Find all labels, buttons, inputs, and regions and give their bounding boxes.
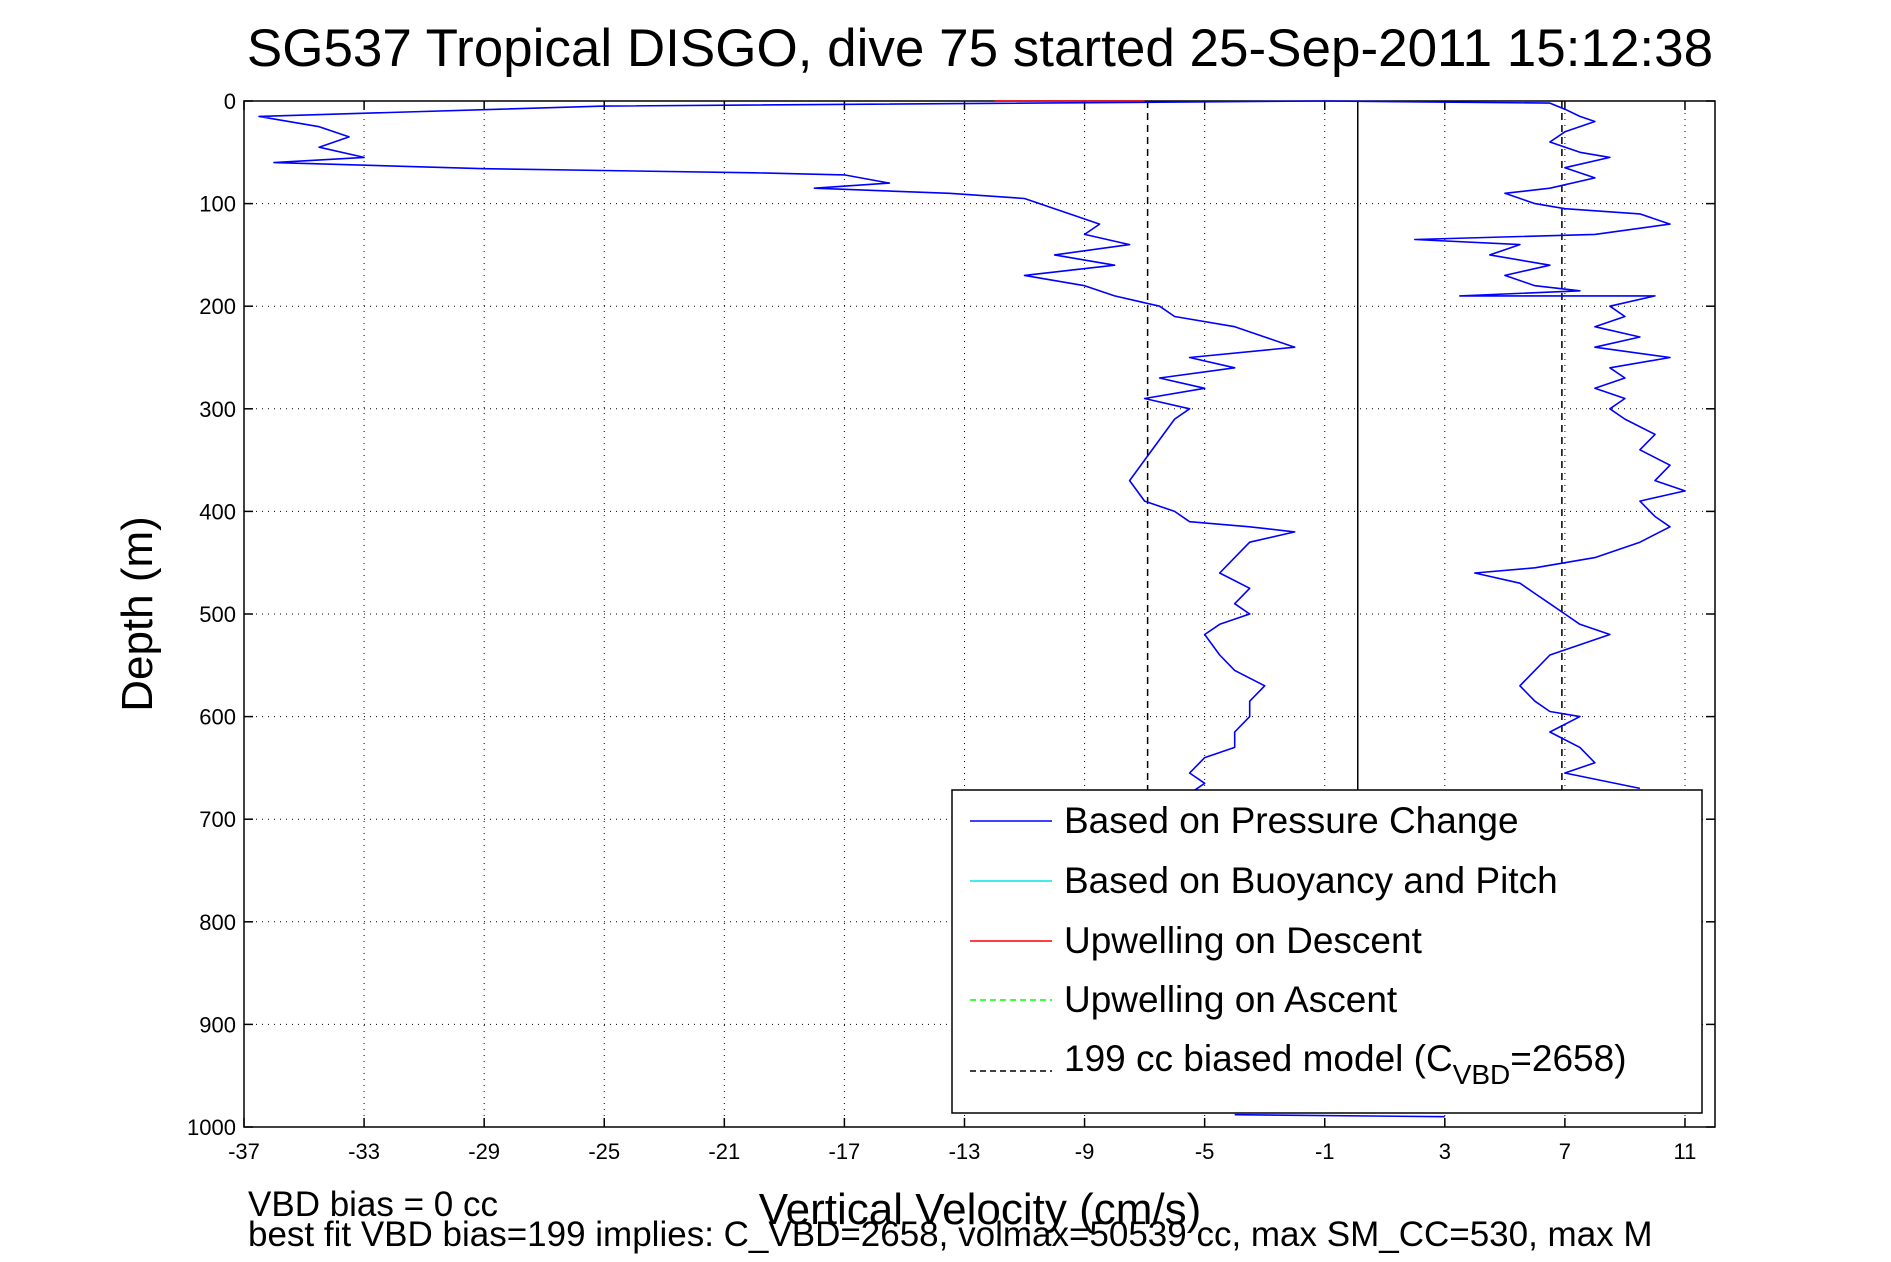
legend-label-biased-model: 199 cc biased model (CVBD=2658) [1064, 1038, 1627, 1090]
series-line-1 [1324, 100, 1686, 790]
y-tick-label: 800 [199, 910, 236, 935]
x-tick-label: -17 [829, 1139, 861, 1164]
note-vbd-bias: VBD bias = 0 cc [248, 1185, 498, 1224]
legend-label-biased-model-main: 199 cc biased model (C [1064, 1038, 1453, 1079]
x-tick-label: 11 [1674, 1139, 1697, 1164]
y-tick-label: 200 [199, 294, 236, 319]
y-tick-label: 300 [199, 397, 236, 422]
y-tick-labels: 0 100 200 300 400 500 600 700 800 900 1000 [187, 89, 236, 1140]
x-tick-label: -37 [228, 1139, 260, 1164]
x-tick-label: -21 [708, 1139, 740, 1164]
legend-box [951, 789, 1703, 1114]
reference-lines [1146, 101, 1563, 809]
y-tick-label: 700 [199, 807, 236, 832]
x-tick-label: -25 [588, 1139, 620, 1164]
y-tick-label: 0 [224, 89, 236, 114]
y-tick-label: 1000 [187, 1115, 236, 1140]
x-tick-label: -33 [348, 1139, 380, 1164]
y-tick-label: 900 [199, 1012, 236, 1037]
y-tick-label: 600 [199, 705, 236, 730]
legend-label-buoyancy: Based on Buoyancy and Pitch [1064, 860, 1558, 901]
note-best-fit: best fit VBD bias=199 implies: C_VBD=265… [248, 1215, 1653, 1254]
series-lines [258, 100, 1686, 1118]
x-tick-label: -9 [1075, 1139, 1095, 1164]
legend-label-biased-model-sub: VBD [1453, 1059, 1511, 1090]
x-axis-title: Vertical Velocity (cm/s) [759, 1185, 1202, 1234]
x-tick-label: -13 [949, 1139, 981, 1164]
legend: Based on Pressure Change Based on Buoyan… [951, 789, 1703, 1114]
series-line-0 [258, 100, 1325, 805]
legend-label-upwelling-ascent: Upwelling on Ascent [1064, 979, 1398, 1020]
series-line-3 [1234, 1113, 1445, 1118]
x-tick-label: -1 [1315, 1139, 1335, 1164]
y-tick-label: 400 [199, 499, 236, 524]
x-tick-label: 3 [1439, 1139, 1451, 1164]
x-tick-labels: -37 -33 -29 -25 -21 -17 -13 -9 -5 -1 3 7 11 [228, 1139, 1696, 1164]
y-tick-label: 500 [199, 602, 236, 627]
legend-label-pressure: Based on Pressure Change [1064, 800, 1519, 841]
plot-area [243, 100, 1716, 1128]
x-tick-label: 7 [1559, 1139, 1571, 1164]
x-tick-label: -29 [468, 1139, 500, 1164]
y-tick-label: 100 [199, 192, 236, 217]
legend-label-upwelling-descent: Upwelling on Descent [1064, 920, 1423, 961]
chart-title: SG537 Tropical DISGO, dive 75 started 25… [247, 19, 1713, 78]
legend-label-biased-model-tail: =2658) [1510, 1038, 1626, 1079]
x-tick-label: -5 [1195, 1139, 1215, 1164]
y-axis-title: Depth (m) [113, 516, 162, 712]
